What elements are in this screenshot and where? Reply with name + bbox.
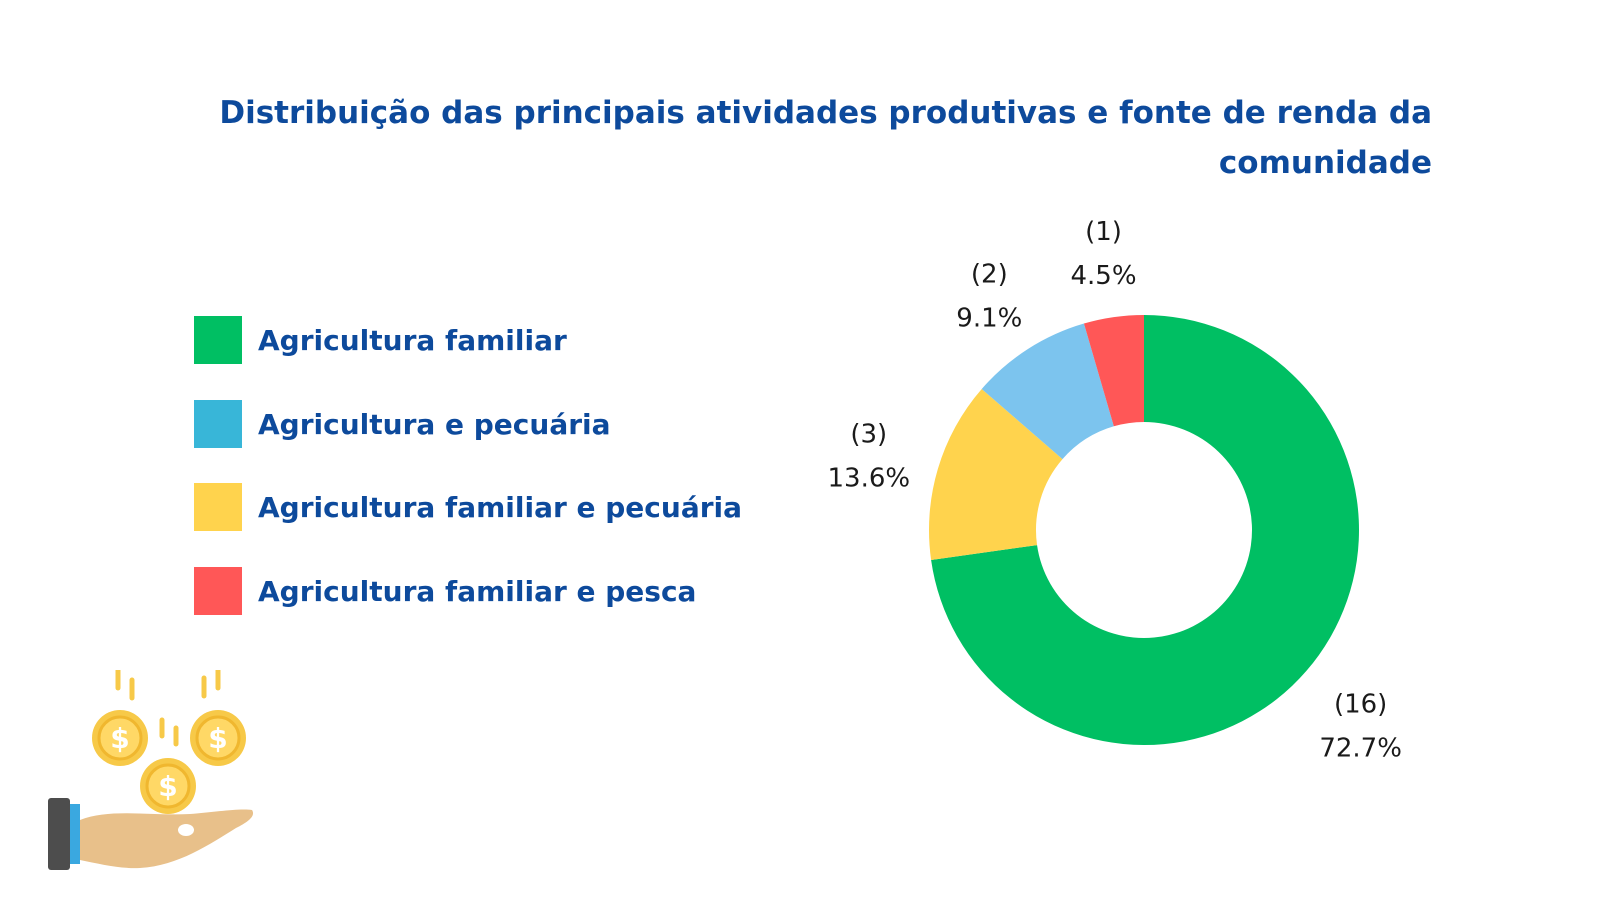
legend-item-agricultura-familiar-e-pecuaria: Agricultura familiar e pecuária xyxy=(194,483,742,531)
legend-label: Agricultura familiar e pecuária xyxy=(258,490,743,524)
slice-percent-label: 4.5% xyxy=(1070,261,1136,291)
slice-percent-label: 72.7% xyxy=(1319,733,1402,763)
legend-swatch xyxy=(194,567,242,615)
legend-item-agricultura-familiar-e-pesca: Agricultura familiar e pesca xyxy=(194,567,742,615)
legend-swatch xyxy=(194,400,242,448)
chart-title: Distribuição das principais atividades p… xyxy=(219,95,1432,181)
chart-legend: Agricultura familiar Agricultura e pecuá… xyxy=(194,316,742,651)
legend-label: Agricultura e pecuária xyxy=(258,407,611,441)
coin-icon: $ xyxy=(190,710,246,766)
slice-percent-label: 9.1% xyxy=(956,303,1022,333)
legend-label: Agricultura familiar xyxy=(258,323,567,357)
legend-swatch xyxy=(194,483,242,531)
donut-slice xyxy=(1083,315,1144,427)
svg-text:$: $ xyxy=(208,722,227,755)
hand-with-coins-icon: $ $ $ xyxy=(48,670,254,870)
legend-swatch xyxy=(194,316,242,364)
slice-percent-label: 13.6% xyxy=(827,464,910,494)
slice-count-label: (2) xyxy=(971,259,1008,289)
coin-icon: $ xyxy=(140,758,196,814)
slice-count-label: (3) xyxy=(850,420,887,450)
legend-label: Agricultura familiar e pesca xyxy=(258,574,697,608)
svg-text:$: $ xyxy=(158,770,177,803)
slice-count-label: (16) xyxy=(1334,689,1387,719)
donut-slice xyxy=(981,323,1114,460)
svg-text:$: $ xyxy=(110,722,129,755)
legend-item-agricultura-e-pecuaria: Agricultura e pecuária xyxy=(194,400,742,448)
donut-slice xyxy=(929,388,1063,560)
donut-slice xyxy=(931,315,1360,745)
coin-icon: $ xyxy=(92,710,148,766)
legend-item-agricultura-familiar: Agricultura familiar xyxy=(194,316,742,364)
slice-count-label: (1) xyxy=(1085,217,1122,247)
